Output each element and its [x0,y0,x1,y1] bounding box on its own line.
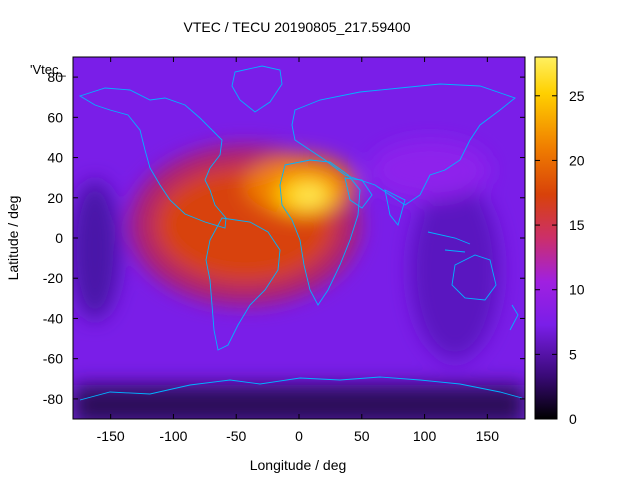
x-axis-label: Longitude / deg [250,457,347,473]
coast-australia [451,254,497,301]
y-tick-label: 0 [55,230,63,246]
x-tick-label: 150 [476,428,500,444]
x-tick-label: -50 [226,428,246,444]
coastlines [78,65,523,401]
low-region-pacific-west [73,180,120,320]
x-tick-label: -150 [97,428,125,444]
polar-south-dark-band [73,385,525,419]
x-tick-label: -100 [159,428,187,444]
low-region-pacific-east [410,180,500,360]
y-tick-label: -80 [43,391,63,407]
series-label: 'Vtec_ [30,62,66,77]
crest-center [296,187,324,205]
coast-south-america [205,217,281,351]
colorbar-tick-label: 20 [569,152,585,168]
heatmap-area [73,57,525,419]
coast-antarctica [79,376,523,401]
x-tick-label: 100 [413,428,437,444]
coast-eurasia [291,83,516,206]
low-region-asia [370,140,490,200]
plot-frame [72,56,526,420]
chart-title: VTEC / TECU 20190805_217.59400 [183,19,410,35]
y-axis-label: Latitude / deg [5,196,21,281]
heatmap-field [73,140,525,419]
coast-greenland [231,65,283,113]
x-tick-label: 0 [295,428,303,444]
y-axis-ticks: -80 -60 -40 -20 0 20 40 60 80 [43,69,525,407]
colorbar-ticks: 0 5 10 15 20 25 [535,88,585,427]
colorbar-tick-label: 10 [569,282,585,298]
y-tick-label: 20 [47,190,63,206]
coast-arabia [344,177,373,209]
colorbar-tick-label: 15 [569,217,585,233]
y-tick-label: -40 [43,310,63,326]
x-tick-label: 50 [354,428,370,444]
y-tick-label: 40 [47,150,63,166]
y-tick-label: -60 [43,351,63,367]
colorbar-tick-label: 0 [569,411,577,427]
coast-north-america [78,87,227,229]
colorbar-tick-label: 5 [569,346,577,362]
coast-india [384,189,406,226]
y-tick-label: 60 [47,109,63,125]
coast-new-zealand [509,304,519,331]
coast-africa [279,159,361,306]
x-axis-ticks: -150 -100 -50 0 50 100 150 [97,57,500,444]
coast-indonesia [427,231,471,253]
y-tick-label: 80 [47,69,63,85]
colorbar-tick-label: 25 [569,88,585,104]
colorbar [534,56,558,420]
y-tick-label: -20 [43,270,63,286]
